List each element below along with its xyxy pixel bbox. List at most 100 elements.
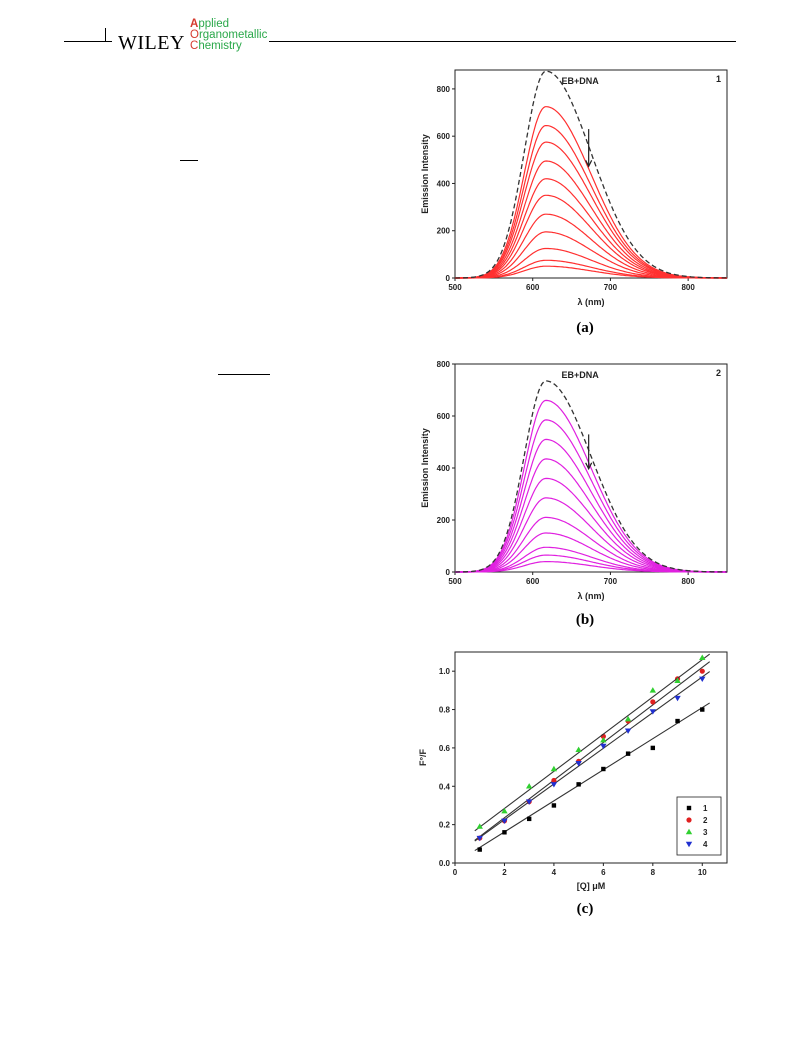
data-point-circle [686,817,692,823]
x-tick-label: 600 [526,283,540,292]
x-tick-label: 500 [448,283,462,292]
y-tick-label: 0 [446,274,451,283]
header-tick [105,28,106,41]
equation-fraction-bar [218,374,270,375]
quenching-curve [455,106,727,279]
legend-label: 4 [703,840,708,849]
y-tick-label: 600 [437,132,451,141]
data-point-square [686,805,692,811]
y-axis-title: F°/F [418,748,428,766]
legend-label: 1 [703,804,708,813]
data-point-square [675,718,680,724]
plot-frame [454,651,728,864]
x-axis-title: [Q] μM [577,881,606,891]
y-tick-label: 0.2 [439,821,451,830]
legend-box [676,796,722,856]
arrow-head [585,160,593,168]
data-point-square [625,751,631,756]
plot-frame [454,69,728,279]
x-tick-label: 4 [552,868,557,877]
data-point-square [551,803,557,808]
data-point-triangle-down [649,709,657,715]
series-4 [474,671,711,842]
x-axis-title: λ (nm) [578,297,605,307]
quenching-curve [455,125,728,279]
y-tick-label: 400 [437,464,451,473]
quenching-curve [455,561,727,573]
x-axis-title: λ (nm) [578,591,605,601]
x-tick-label: 2 [502,868,507,877]
data-point-triangle-up [600,737,607,743]
data-point-triangle-up [674,677,681,683]
quenching-curve [455,438,727,573]
figure-panel-c: 0 2 4 6 8 10 0.0 0.2 0.4 0.6 0.8 1.0 [Q] μM F°/F 1 2 3 4 … [410,647,740,922]
reference-label: EB+DNA [561,370,599,380]
x-tick-label: 8 [651,868,656,877]
y-tick-label: 0 [446,568,451,577]
journal-line-3: Chemistry [190,40,242,52]
journal-name: Applied Organometallic Chemistry [188,18,270,52]
x-tick-label: 700 [604,283,618,292]
arrow-head [585,462,593,471]
panel-number: 2 [716,368,721,378]
data-point-triangle-down [624,728,632,734]
figure-panel-b: 500 600 700 800 0 200 400 600 800 λ (nm) Emission … [410,356,740,641]
x-tick-label: 500 [448,577,462,586]
regression-line [474,653,711,832]
series-2 [474,661,711,841]
data-point-square [576,782,581,787]
spectra-series [455,106,728,279]
x-tick-label: 700 [604,577,618,586]
x-tick-label: 6 [601,868,606,877]
data-point-triangle-up [575,746,582,753]
data-point-square [601,766,606,772]
regression-line [474,661,711,841]
reference-label: EB+DNA [561,76,599,86]
y-tick-label: 0.4 [439,782,451,791]
data-point-triangle-up [624,715,632,722]
data-point-triangle-down [575,761,582,767]
data-point-circle [699,668,705,674]
y-tick-label: 400 [437,179,451,188]
y-tick-label: 0.8 [439,706,451,715]
data-point-square [502,830,507,835]
data-point-triangle-up [501,808,508,814]
data-point-triangle-down [525,799,533,805]
data-point-triangle-down [600,743,607,750]
data-point-triangle-up [699,654,706,660]
data-point-triangle-up [685,828,693,835]
legend-label: 2 [703,816,708,825]
figure-panel-a: 500 600 700 800 0 200 400 600 800 λ (nm) Emission … [410,62,740,347]
x-tick-label: 800 [681,283,695,292]
y-axis-title: Emission Intensity [420,428,430,508]
data-point-triangle-up [525,783,533,789]
data-point-triangle-down [550,782,558,788]
legend-label: 3 [703,828,708,837]
y-tick-label: 800 [437,85,451,94]
y-tick-label: 200 [437,227,451,236]
legend: 1 2 3 4 [676,796,722,856]
journal-line-2: Organometallic [190,29,268,41]
data-point-circle [551,777,557,784]
data-point-triangle-down [699,676,706,683]
data-point-square [700,707,705,712]
panel-caption: (c) [576,901,594,917]
x-tick-label: 0 [453,868,458,877]
data-point-circle [650,699,656,705]
series-3 [474,653,711,832]
data-point-triangle-down [674,695,681,702]
y-tick-label: 200 [437,516,451,525]
data-point-triangle-up [649,687,657,693]
panel-caption: (a) [576,320,594,336]
equation-fraction-bar [180,160,198,161]
regression-line [474,671,711,842]
y-tick-label: 800 [437,360,451,369]
y-tick-label: 0.6 [439,744,451,753]
emission-spectra-chart-2: 500 600 700 800 0 200 400 600 800 λ (nm) Emission … [420,360,728,601]
stern-volmer-plot: 0 2 4 6 8 10 0.0 0.2 0.4 0.6 0.8 1.0 [Q] μM F°/F 1 2 3 4 [418,651,728,891]
y-tick-label: 1.0 [439,667,451,676]
quenching-curve [455,419,728,573]
panel-number: 1 [716,74,721,84]
quenching-curve [455,399,727,573]
data-point-triangle-down [501,818,508,824]
